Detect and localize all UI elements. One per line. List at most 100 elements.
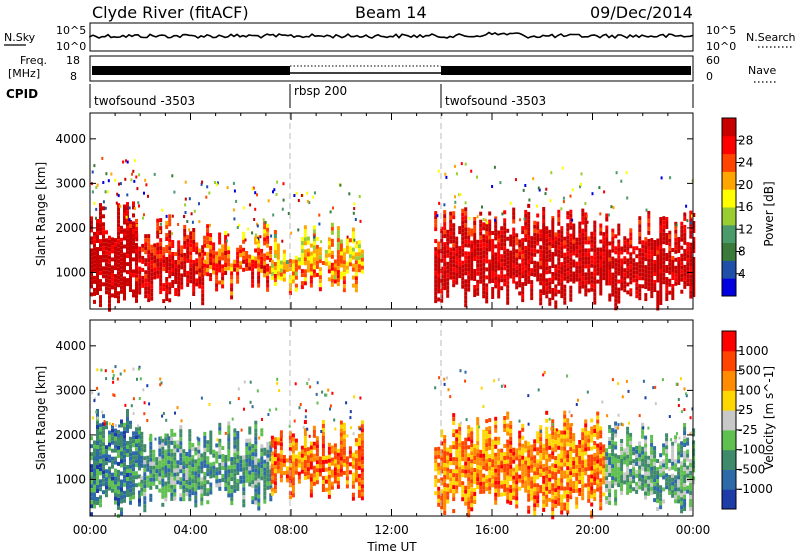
heat-cell [449, 461, 453, 466]
heat-cell [111, 488, 114, 493]
heat-cell [159, 250, 163, 255]
heat-cell [638, 292, 642, 297]
heat-cell [120, 511, 123, 516]
heat-cell [473, 237, 477, 241]
heat-cell [339, 275, 343, 280]
heat-cell [303, 436, 307, 440]
heat-cell [276, 251, 280, 256]
heat-cell [527, 215, 531, 220]
heat-cell [156, 266, 160, 271]
heat-cell [200, 485, 204, 490]
heat-cell [452, 457, 456, 462]
heat-cell [599, 247, 603, 252]
heat-cell [224, 471, 228, 475]
heat-cell [105, 230, 108, 235]
heat-cell [161, 474, 165, 479]
heat-cell [123, 212, 126, 217]
heat-cell [170, 472, 174, 477]
heat-cell [282, 261, 286, 266]
heat-cell [120, 459, 123, 464]
heat-cell [488, 239, 492, 244]
heat-cell [227, 421, 231, 426]
heat-cell [291, 433, 295, 438]
heat-cell [303, 464, 307, 468]
heat-cell [578, 249, 582, 254]
heat-cell [185, 460, 189, 464]
heat-cell [461, 485, 465, 490]
heat-cell [167, 484, 171, 489]
heat-cell [497, 262, 501, 267]
heat-cell [312, 457, 316, 462]
heat-cell [270, 275, 274, 280]
heat-cell [452, 485, 456, 490]
heat-cell [542, 265, 546, 270]
heat-cell [114, 444, 117, 449]
heat-cell [581, 264, 585, 269]
heat-cell [482, 262, 486, 267]
heat-cell [141, 279, 145, 284]
heat-cell [491, 287, 495, 291]
heat-cell [309, 473, 313, 478]
heat-cell [587, 430, 591, 435]
heat-cell [266, 231, 270, 236]
heat-cell [482, 465, 486, 470]
heat-cell [560, 482, 564, 487]
heat-cell [215, 283, 219, 288]
scatter-cell [539, 429, 542, 433]
heat-cell [188, 429, 192, 434]
scatter-cell [308, 201, 311, 205]
heat-cell [566, 263, 570, 268]
heat-cell [354, 272, 358, 277]
heat-cell [554, 300, 558, 305]
heat-cell [656, 254, 660, 259]
heat-cell [536, 491, 540, 496]
heat-cell [123, 228, 126, 233]
heat-cell [312, 465, 316, 470]
heat-cell [629, 240, 633, 245]
heat-cell [291, 457, 295, 462]
heat-cell [440, 230, 444, 235]
heat-cell [158, 476, 162, 481]
heat-cell [671, 272, 675, 276]
heat-cell [158, 452, 162, 457]
heat-cell [360, 480, 364, 485]
scatter-cell [184, 180, 187, 184]
power-ylabel: Slant Range [km] [34, 162, 48, 266]
heat-cell [318, 283, 322, 288]
heat-cell [176, 460, 180, 465]
heat-cell [521, 423, 525, 428]
heat-cell [254, 236, 258, 241]
heat-cell [242, 235, 246, 240]
heat-cell [566, 494, 570, 499]
heat-cell [683, 224, 687, 229]
heat-cell [99, 423, 102, 428]
heat-cell [198, 248, 202, 253]
heat-cell [458, 258, 462, 263]
heat-cell [560, 234, 564, 239]
heat-cell [206, 228, 210, 233]
noise-panel: 10^5 10^0 10^5 10^0 N.Sky N.Search [4, 22, 796, 53]
heat-cell [209, 261, 213, 266]
heat-cell [230, 485, 234, 490]
heat-cell [509, 258, 513, 263]
heat-cell [527, 441, 531, 446]
heat-cell [162, 255, 166, 260]
heat-cell [515, 476, 519, 481]
scatter-cell [91, 190, 94, 194]
heat-cell [197, 465, 201, 470]
heat-cell [132, 257, 135, 262]
heat-cell [461, 212, 465, 217]
heat-cell [647, 238, 651, 243]
heat-cell [291, 453, 295, 458]
heat-cell [135, 443, 138, 448]
heat-cell [566, 466, 570, 471]
heat-cell [147, 250, 151, 255]
heat-cell [527, 203, 531, 208]
heat-cell [99, 231, 102, 236]
heat-cell [102, 434, 105, 439]
heat-cell [602, 240, 606, 245]
heat-cell [138, 458, 141, 463]
heat-cell [476, 239, 480, 244]
heat-cell [357, 485, 361, 490]
scatter-cell [282, 198, 285, 202]
